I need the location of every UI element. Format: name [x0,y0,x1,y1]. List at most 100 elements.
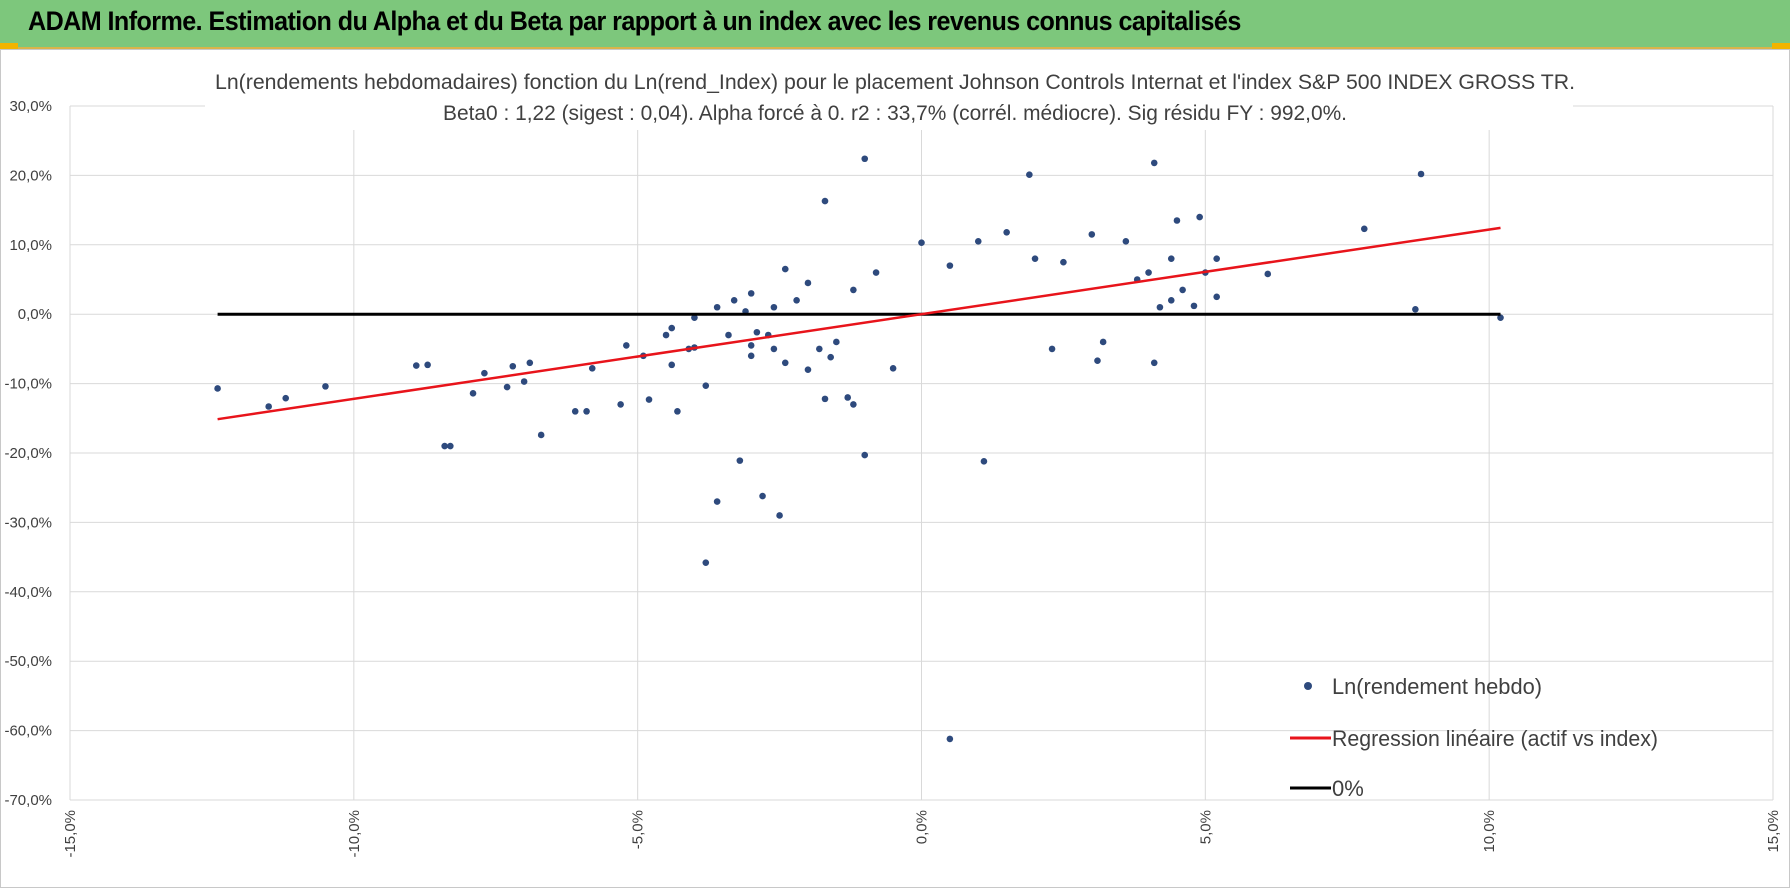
scatter-point [833,338,840,346]
y-tick-label: -70,0% [4,792,52,809]
report-header: ADAM Informe. Estimation du Alpha et du … [0,0,1790,49]
scatter-point [759,492,766,500]
x-tick-label: 10,0% [1481,810,1498,853]
scatter-point [441,442,448,450]
scatter-point [1156,303,1164,311]
scatter-point [674,408,681,415]
scatter-point [781,265,789,273]
scatter-point [265,403,272,410]
x-tick-label: 0,0% [914,810,931,844]
scatter-point [702,382,710,389]
scatter-point [526,359,534,367]
y-tick-label: -30,0% [4,514,52,531]
scatter-point [1167,255,1175,262]
scatter-point [1213,293,1220,301]
scatter-point [1213,255,1220,262]
scatter-point [1360,225,1368,233]
series-lines [217,226,1501,421]
scatter-point [918,239,925,247]
scatter-point [571,408,579,415]
title-background [205,62,1573,130]
scatter-point [804,366,812,374]
scatter-point [214,385,221,392]
scatter-point [1150,159,1158,167]
scatter-point [861,451,869,459]
scatter-point [668,361,676,369]
scatter-point [503,383,511,391]
scatter-point [980,458,988,465]
scatter-point [946,262,954,269]
scatter-point [691,314,698,321]
scatter-point [1179,286,1186,294]
y-tick-label: 0,0% [18,306,52,323]
scatter-point [1026,171,1033,179]
y-tick-label: -60,0% [4,723,52,740]
x-tick-label: 5,0% [1197,810,1214,844]
scatter-point [1145,269,1152,276]
x-tick-label: -15,0% [62,810,79,858]
scatter-point [747,290,755,297]
scatter-point [447,442,454,450]
scatter-point [1412,306,1419,313]
scatter-point [1417,170,1425,178]
y-tick-label: 20,0% [9,167,52,184]
scatter-point [623,342,630,349]
scatter-point [617,401,624,408]
scatter-point [770,345,778,353]
scatter-point [583,408,590,415]
scatter-point [713,498,721,505]
axis-ticks: 30,0% 20,0% 10,0% 0,0% -10,0% -20,0% -30,0% -40… [4,98,1782,858]
scatter-point [776,512,783,519]
scatter-point [1190,302,1198,310]
x-tick-label: -10,0% [346,810,363,858]
scatter-point [412,362,420,369]
scatter-point [946,735,954,743]
scatter-point [1173,217,1181,224]
scatter-point [424,361,431,369]
scatter-point [588,365,596,372]
scatter-point [816,345,823,353]
scatter-point [1122,238,1130,245]
scatter-point [1031,255,1039,262]
y-tick-label: -20,0% [4,445,52,462]
scatter-point [1150,359,1158,367]
scatter-point [1060,258,1067,266]
scatter-point [889,365,897,372]
scatter-point [804,279,812,287]
scatter-point [770,303,778,311]
scatter-point [1196,213,1203,221]
scatter-point [668,324,676,332]
legend-label-points: Ln(rendement hebdo) [1332,674,1542,699]
scatter-point [781,359,789,367]
x-tick-label: -5,0% [630,810,647,849]
chart-subtitle: Beta0 : 1,22 (sigest : 0,04). Alpha forc… [443,102,1347,125]
scatter-point [469,390,477,397]
scatter-point [1088,231,1096,238]
scatter-point [702,559,710,566]
scatter-point [520,378,528,385]
legend-label-zero: 0% [1332,776,1364,801]
y-tick-label: -50,0% [4,653,52,670]
report-title: ADAM Informe. Estimation du Alpha et du … [28,6,1241,36]
x-tick-label: 15,0% [1765,810,1782,853]
scatter-point [821,395,829,403]
scatter-point [747,342,755,349]
y-tick-label: 30,0% [9,98,52,115]
regression-line [217,226,1501,421]
scatter-point [747,352,755,360]
scatter-point [1003,229,1010,236]
scatter-point [1048,345,1056,353]
scatter-point [282,394,290,402]
scatter-point [1099,338,1107,346]
corner-accent-right [1772,43,1790,50]
scatter-point [662,331,670,339]
scatter-point [1497,314,1504,321]
scatter-point [850,401,857,408]
scatter-point [645,396,653,403]
legend-marker-points [1304,682,1312,690]
legend: Ln(rendement hebdo) Regression linéaire … [1290,674,1658,801]
scatter-point [793,297,800,304]
y-tick-label: 10,0% [9,237,52,254]
chart-title: Ln(rendements hebdomadaires) fonction du… [215,71,1575,94]
y-tick-label: -40,0% [4,584,52,601]
